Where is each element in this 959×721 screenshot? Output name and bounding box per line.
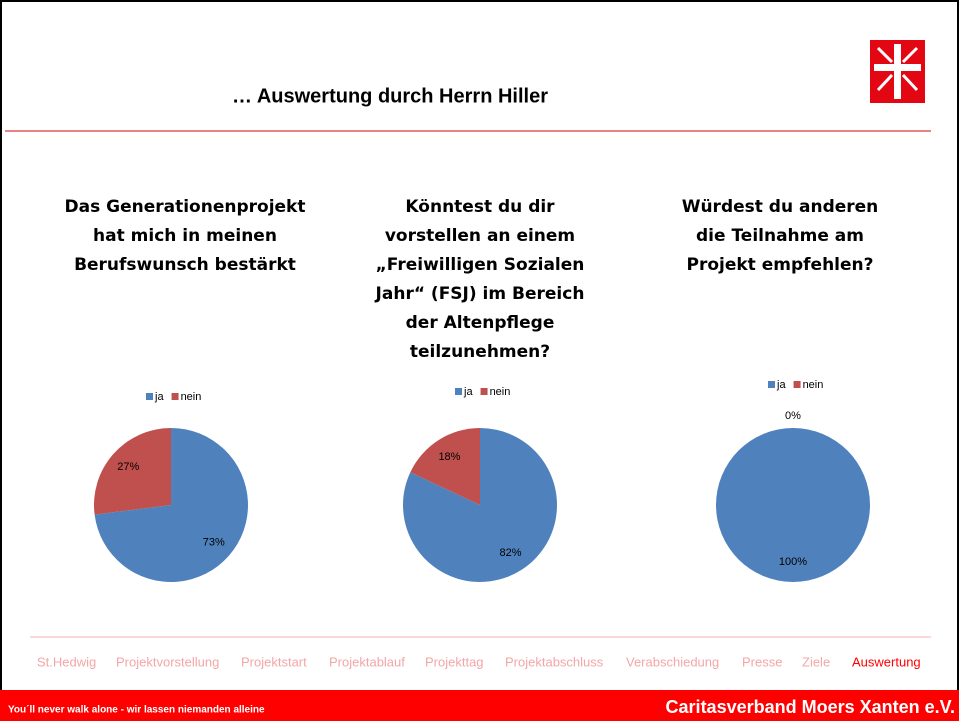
chart-title: Projekt empfehlen?: [687, 255, 874, 275]
chart-title: Das Generationenprojekt: [65, 197, 306, 217]
footer-org: Caritasverband Moers Xanten e.V.: [666, 697, 955, 717]
nav-item: Verabschiedung: [626, 654, 719, 669]
chart-title: „Freiwilligen Sozialen: [376, 255, 585, 275]
chart-title: die Teilnahme am: [696, 226, 864, 246]
chart-title: vorstellen an einem: [385, 226, 575, 246]
footer-bar: [0, 690, 959, 721]
footer-slogan: You´ll never walk alone - wir lassen nie…: [8, 705, 265, 716]
chart-title: Könntest du dir: [405, 197, 555, 217]
header-title: … Auswertung durch Herrn Hiller: [232, 85, 548, 107]
data-label: 0%: [785, 410, 801, 422]
chart-title: Würdest du anderen: [682, 197, 879, 217]
legend-swatch: [171, 393, 179, 400]
nav-item: Projektvorstellung: [116, 654, 219, 669]
chart-title: der Altenpflege: [406, 313, 555, 333]
nav-item: Auswertung: [852, 654, 921, 669]
pie-slice: [410, 428, 480, 505]
legend-swatch: [455, 388, 462, 395]
nav-item: Ziele: [802, 654, 830, 669]
chart-title: teilzunehmen?: [410, 342, 550, 362]
nav-item: Presse: [742, 654, 782, 669]
data-label: 18%: [438, 451, 460, 463]
nav-item: St.Hedwig: [37, 654, 96, 669]
legend-swatch: [146, 393, 153, 400]
pie-slice: [716, 428, 870, 582]
chart-title: Jahr“ (FSJ) im Bereich: [375, 284, 585, 304]
legend-label: ja: [154, 391, 164, 403]
legend-swatch: [793, 381, 801, 388]
nav-item: Projekttag: [425, 654, 484, 669]
legend-label: nein: [803, 379, 824, 391]
legend-label: ja: [463, 386, 473, 398]
data-label: 73%: [203, 537, 225, 549]
legend-swatch: [768, 381, 775, 388]
logo: [870, 40, 925, 103]
pie-slice: [403, 428, 557, 583]
legend-swatch: [480, 388, 488, 395]
chart-title: Berufswunsch bestärkt: [74, 255, 296, 275]
data-label: 27%: [117, 461, 139, 473]
data-label: 82%: [500, 547, 522, 559]
pie-slice: [94, 428, 171, 515]
legend-label: ja: [776, 379, 786, 391]
chart-title: hat mich in meinen: [93, 226, 277, 246]
legend-label: nein: [181, 391, 202, 403]
nav-item: Projektstart: [241, 654, 307, 669]
nav-item: Projektablauf: [329, 654, 405, 669]
pie-slice: [94, 428, 249, 582]
nav-item: Projektabschluss: [505, 654, 604, 669]
data-label: 100%: [779, 556, 807, 568]
legend-label: nein: [490, 386, 511, 398]
